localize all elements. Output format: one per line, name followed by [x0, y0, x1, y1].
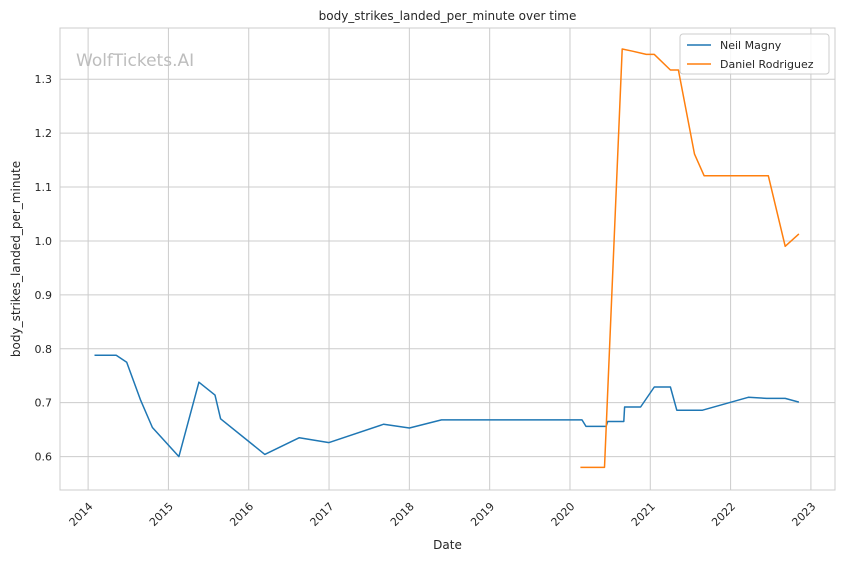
series-layer	[94, 48, 800, 469]
y-tick-label: 0.9	[35, 289, 53, 302]
plot-area	[60, 28, 835, 490]
y-tick-label: 0.7	[35, 397, 53, 410]
chart-title: body_strikes_landed_per_minute over time	[319, 9, 577, 23]
legend-label-daniel-rodriguez: Daniel Rodriguez	[720, 58, 814, 71]
y-tick-label: 0.6	[35, 451, 53, 464]
y-tick-label: 0.8	[35, 343, 53, 356]
series-line-neil-magny	[94, 354, 800, 458]
y-tick-label: 1.3	[35, 73, 53, 86]
y-axis-ticks: 0.6 0.7 0.8 0.9 1.0 1.1 1.2 1.3	[35, 73, 53, 463]
x-axis-label: Date	[433, 538, 462, 552]
y-axis-label: body_strikes_landed_per_minute	[9, 161, 23, 357]
plot-frame	[59, 27, 836, 491]
watermark: WolfTickets.AI	[76, 51, 194, 71]
y-gridlines	[60, 78, 835, 458]
y-tick-label: 1.1	[35, 181, 53, 194]
x-gridlines	[87, 28, 812, 490]
legend-box	[679, 33, 830, 75]
series-line-daniel-rodriguez	[580, 48, 800, 469]
legend: Neil Magny Daniel Rodriguez	[679, 33, 830, 75]
legend-label-neil-magny: Neil Magny	[720, 39, 782, 52]
y-tick-label: 1.0	[35, 235, 53, 248]
y-tick-label: 1.2	[35, 127, 53, 140]
